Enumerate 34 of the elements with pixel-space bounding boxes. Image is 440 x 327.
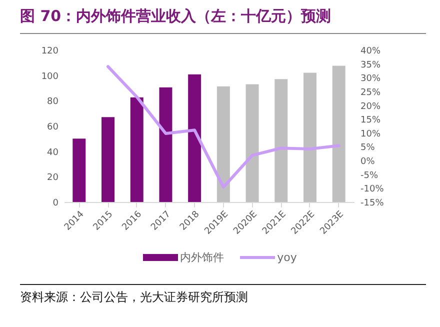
bar	[304, 72, 316, 202]
bar	[72, 138, 86, 202]
bar	[102, 117, 114, 202]
y2-tick-label: 25%	[360, 88, 381, 98]
y-tick-label: 40	[47, 148, 59, 158]
legend-label: yoy	[277, 251, 297, 264]
legend-label: 内外饰件	[180, 250, 224, 265]
line-series	[106, 65, 340, 189]
bar	[216, 86, 230, 202]
y-tick-label: 120	[41, 46, 59, 56]
y-tick-label: 60	[47, 122, 59, 132]
y2-tick-label: 40%	[360, 46, 381, 56]
bar	[188, 74, 202, 202]
y2-tick-label: -15%	[360, 198, 384, 208]
y-tick-label: 100	[41, 72, 59, 82]
y2-tick-label: -10%	[360, 184, 384, 195]
text: 资料来源：公司公告，光大证券研究所预测	[20, 289, 248, 306]
y2-tick-label: 15%	[360, 116, 381, 126]
bar	[274, 79, 288, 202]
y-tick-label: 20	[47, 173, 59, 184]
bar	[130, 97, 144, 202]
y-tick-label: 80	[47, 97, 59, 108]
y2-tick-label: 30%	[360, 74, 381, 84]
y2-tick-label: 5%	[360, 143, 376, 154]
y2-tick-label: 35%	[360, 60, 381, 70]
bar	[332, 66, 346, 202]
bar	[246, 84, 259, 202]
chart-title: 图 70：内外饰件营业收入（左：十亿元）预测	[20, 7, 332, 26]
y2-tick-label: -5%	[360, 170, 378, 181]
y2-tick-label: 0%	[360, 157, 376, 168]
y-tick-label: 0	[52, 198, 59, 208]
y2-tick-label: 10%	[360, 129, 381, 140]
bar	[159, 87, 172, 202]
y2-tick-label: 20%	[360, 102, 381, 112]
